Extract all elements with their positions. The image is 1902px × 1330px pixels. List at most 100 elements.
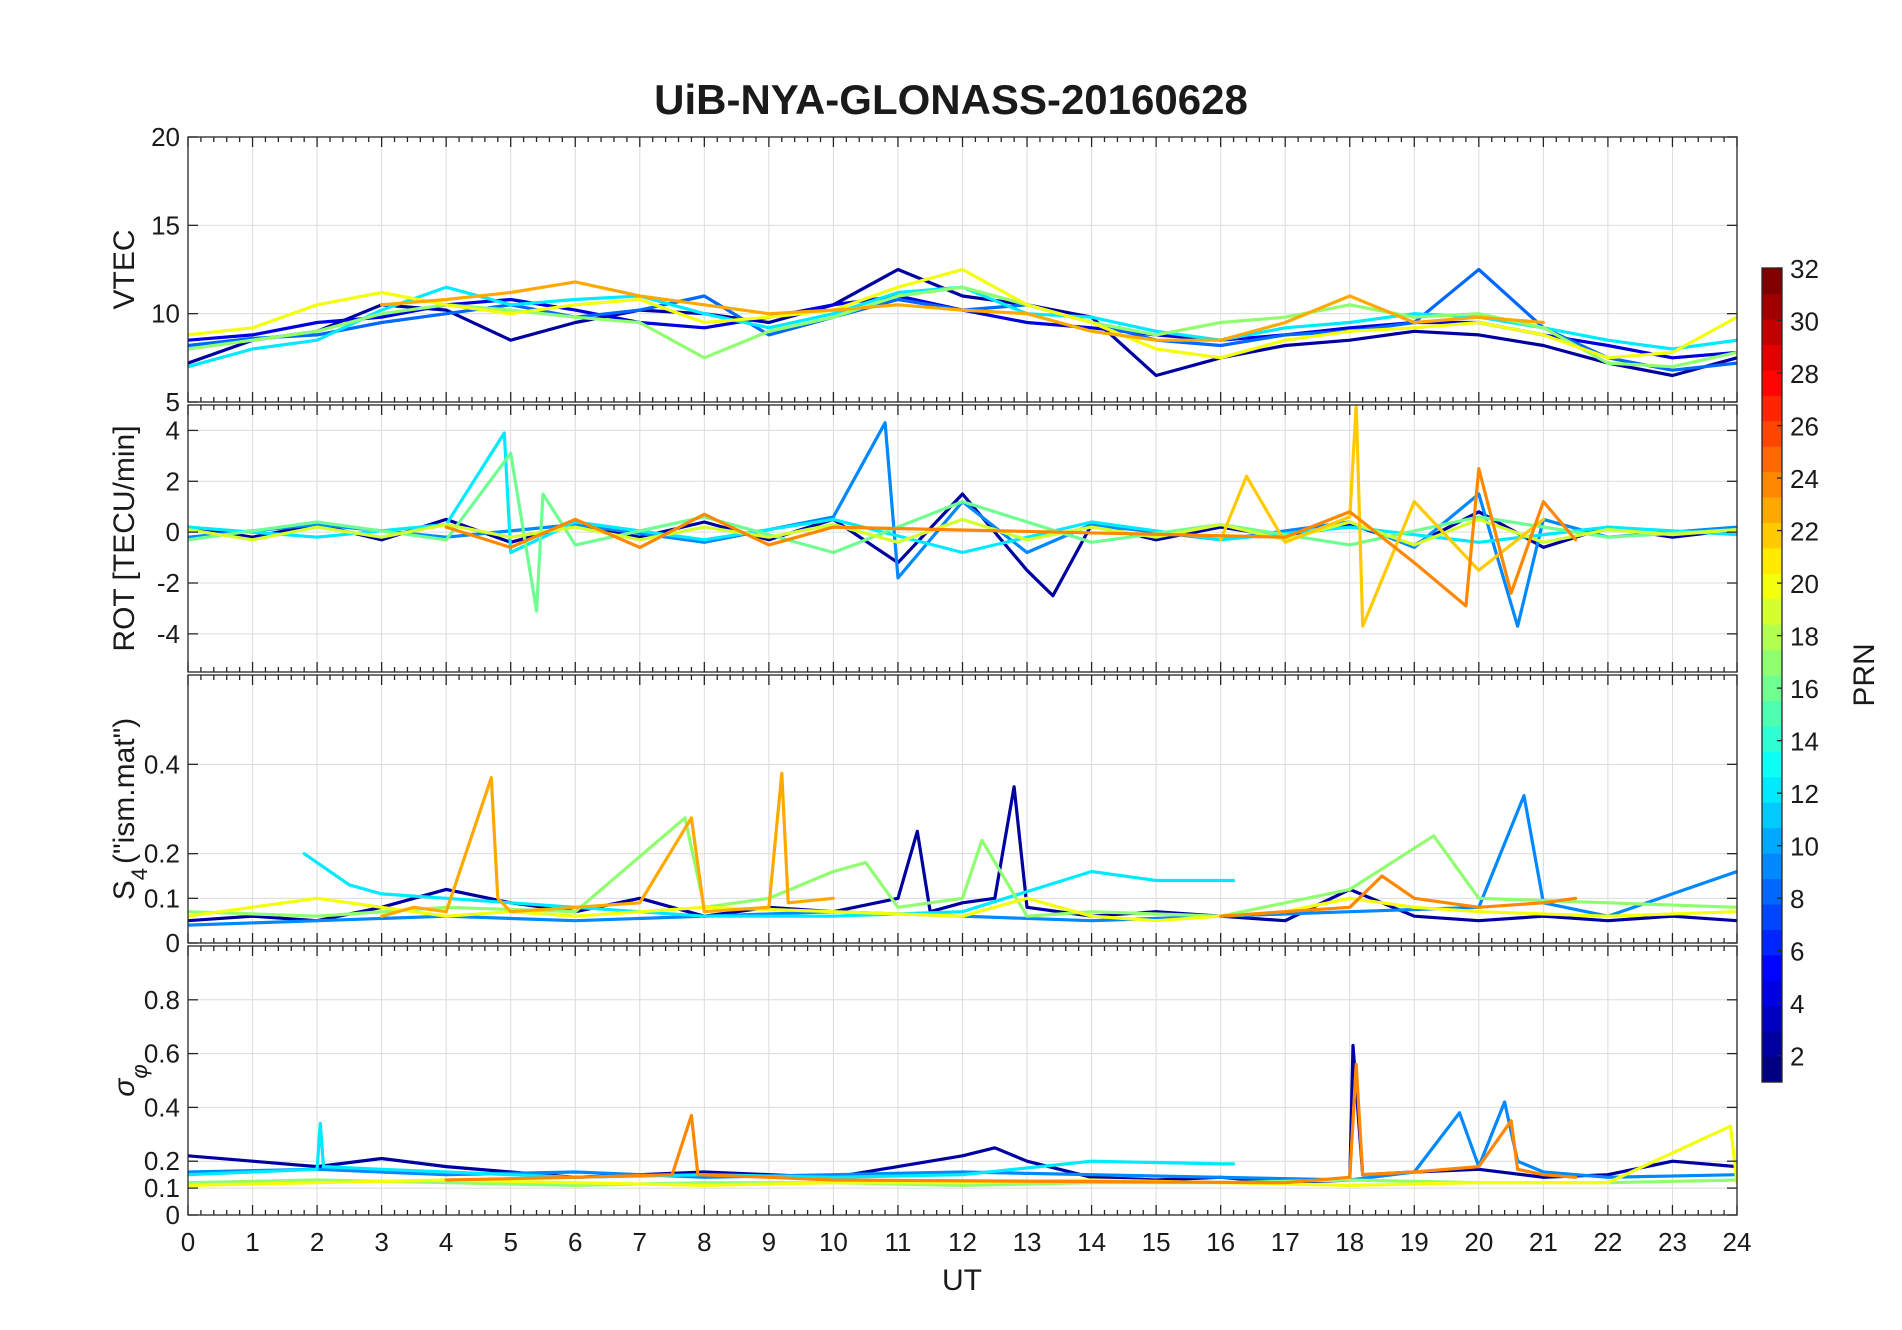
- series-prn-22: [1219, 405, 1546, 628]
- y-tick-label: 0.1: [144, 883, 180, 913]
- colorbar-swatch: [1762, 929, 1782, 956]
- y-tick-label: -4: [157, 619, 180, 649]
- series-group: [188, 771, 1737, 927]
- series-prn-24: [444, 1062, 1578, 1185]
- y-tick-label: 15: [151, 210, 180, 240]
- colorbar-swatch: [1762, 1056, 1782, 1083]
- colorbar-swatch: [1762, 268, 1782, 295]
- colorbar-swatch: [1762, 496, 1782, 523]
- colorbar-tick-label: 28: [1790, 359, 1819, 389]
- colorbar-swatch: [1762, 751, 1782, 778]
- colorbar-swatch: [1762, 903, 1782, 930]
- y-axis-label-sigma: σφ: [108, 1064, 152, 1096]
- x-tick-label: 20: [1464, 1227, 1493, 1257]
- x-tick-label: 23: [1658, 1227, 1687, 1257]
- x-tick-label: 11: [884, 1227, 911, 1257]
- colorbar-tick-label: 6: [1790, 937, 1804, 967]
- x-tick-label: 22: [1593, 1227, 1622, 1257]
- series-prn-24: [444, 467, 1578, 608]
- y-axis-label-rot: ROT [TECU/min]: [108, 425, 141, 651]
- series-prn-23: [380, 280, 1546, 342]
- colorbar-swatch: [1762, 471, 1782, 498]
- y-tick-label: 2: [166, 466, 180, 496]
- x-axis: 0 1 2 3 4 5 6 7 8 9 10 11 12 13 14 15 16 17 18 19 20 21 22 23 24: [181, 1227, 1752, 1257]
- colorbar-tick-label: 32: [1790, 254, 1819, 284]
- y-tick-label: 10: [151, 299, 180, 329]
- series-prn-16: [188, 451, 1737, 613]
- y-axis-label-s4: S4("ism.mat"): [108, 718, 152, 901]
- y-tick-label: 0: [166, 1200, 180, 1230]
- x-tick-label: 2: [310, 1227, 324, 1257]
- series-prn-2: [188, 267, 1737, 378]
- y-tick-label: 0.1: [144, 1173, 180, 1203]
- colorbar-swatch: [1762, 293, 1782, 320]
- colorbar-swatch: [1762, 827, 1782, 854]
- colorbar-swatch: [1762, 395, 1782, 422]
- series-prn-12: [302, 852, 1236, 918]
- x-tick-label: 8: [697, 1227, 711, 1257]
- colorbar-tick-label: 26: [1790, 412, 1819, 442]
- colorbar-swatch: [1762, 547, 1782, 574]
- series-prn-20: [188, 267, 1737, 360]
- colorbar-tick-label: 24: [1790, 464, 1819, 494]
- x-axis-label: UT: [942, 1264, 982, 1297]
- series-prn-9: [188, 421, 1737, 628]
- series-prn-23: [380, 771, 836, 918]
- series-group: [188, 405, 1737, 628]
- colorbar-tick-label: 10: [1790, 832, 1819, 862]
- colorbar-swatch: [1762, 598, 1782, 625]
- colorbar-tick-label: 20: [1790, 569, 1819, 599]
- x-tick-label: 16: [1206, 1227, 1235, 1257]
- series-group: [188, 1043, 1737, 1188]
- x-tick-label: 0: [181, 1227, 195, 1257]
- x-tick-label: 3: [374, 1227, 388, 1257]
- y-tick-label: 0.2: [144, 839, 180, 869]
- series-prn-2: [188, 785, 1737, 923]
- colorbar-tick-label: 14: [1790, 727, 1819, 757]
- series-prn-12: [188, 1121, 1236, 1179]
- series-prn-24: [1219, 874, 1578, 918]
- x-tick-label: 4: [439, 1227, 453, 1257]
- x-tick-label: 18: [1335, 1227, 1364, 1257]
- colorbar-swatch: [1762, 675, 1782, 702]
- y-tick-label: 0.8: [144, 985, 180, 1015]
- x-tick-label: 6: [568, 1227, 582, 1257]
- series-prn-9: [188, 793, 1737, 927]
- y-tick-label: 0: [166, 517, 180, 547]
- series-prn-9: [188, 1100, 1737, 1182]
- colorbar-tick-label: 22: [1790, 517, 1819, 547]
- y-tick-label: 5: [166, 387, 180, 417]
- colorbar-label: PRN: [1848, 643, 1881, 706]
- x-tick-label: 15: [1142, 1227, 1171, 1257]
- y-tick-label: 0.4: [144, 1092, 180, 1122]
- series-group: [188, 267, 1737, 378]
- colorbar-swatch: [1762, 802, 1782, 829]
- colorbar-swatch: [1762, 522, 1782, 549]
- colorbar-tick-label: 12: [1790, 779, 1819, 809]
- y-tick-label: 20: [151, 122, 180, 152]
- y-tick-label: 0.6: [144, 1039, 180, 1069]
- x-tick-label: 24: [1723, 1227, 1752, 1257]
- x-tick-label: 7: [633, 1227, 647, 1257]
- y-tick-label: 0.2: [144, 1146, 180, 1176]
- colorbar-swatch: [1762, 853, 1782, 880]
- series-prn-20: [188, 896, 1737, 923]
- colorbar-swatch: [1762, 573, 1782, 600]
- x-tick-label: 10: [819, 1227, 848, 1257]
- y-tick-label: 0.4: [144, 749, 180, 779]
- colorbar-tick-label: 4: [1790, 989, 1804, 1019]
- x-tick-label: 14: [1077, 1227, 1106, 1257]
- colorbar-swatch: [1762, 878, 1782, 905]
- panel-sigma: 00.10.2 0.4 0.6 0.8 σφ: [108, 945, 1738, 1230]
- y-tick-label: 0: [166, 928, 180, 958]
- colorbar-swatch: [1762, 649, 1782, 676]
- colorbar-swatch: [1762, 954, 1782, 981]
- series-prn-17: [188, 816, 1737, 918]
- colorbar-swatch: [1762, 369, 1782, 396]
- panel-vtec: 5 10 15 20 VTEC: [108, 122, 1738, 417]
- colorbar-tick-label: 18: [1790, 622, 1819, 652]
- colorbar-tick-label: 30: [1790, 307, 1819, 337]
